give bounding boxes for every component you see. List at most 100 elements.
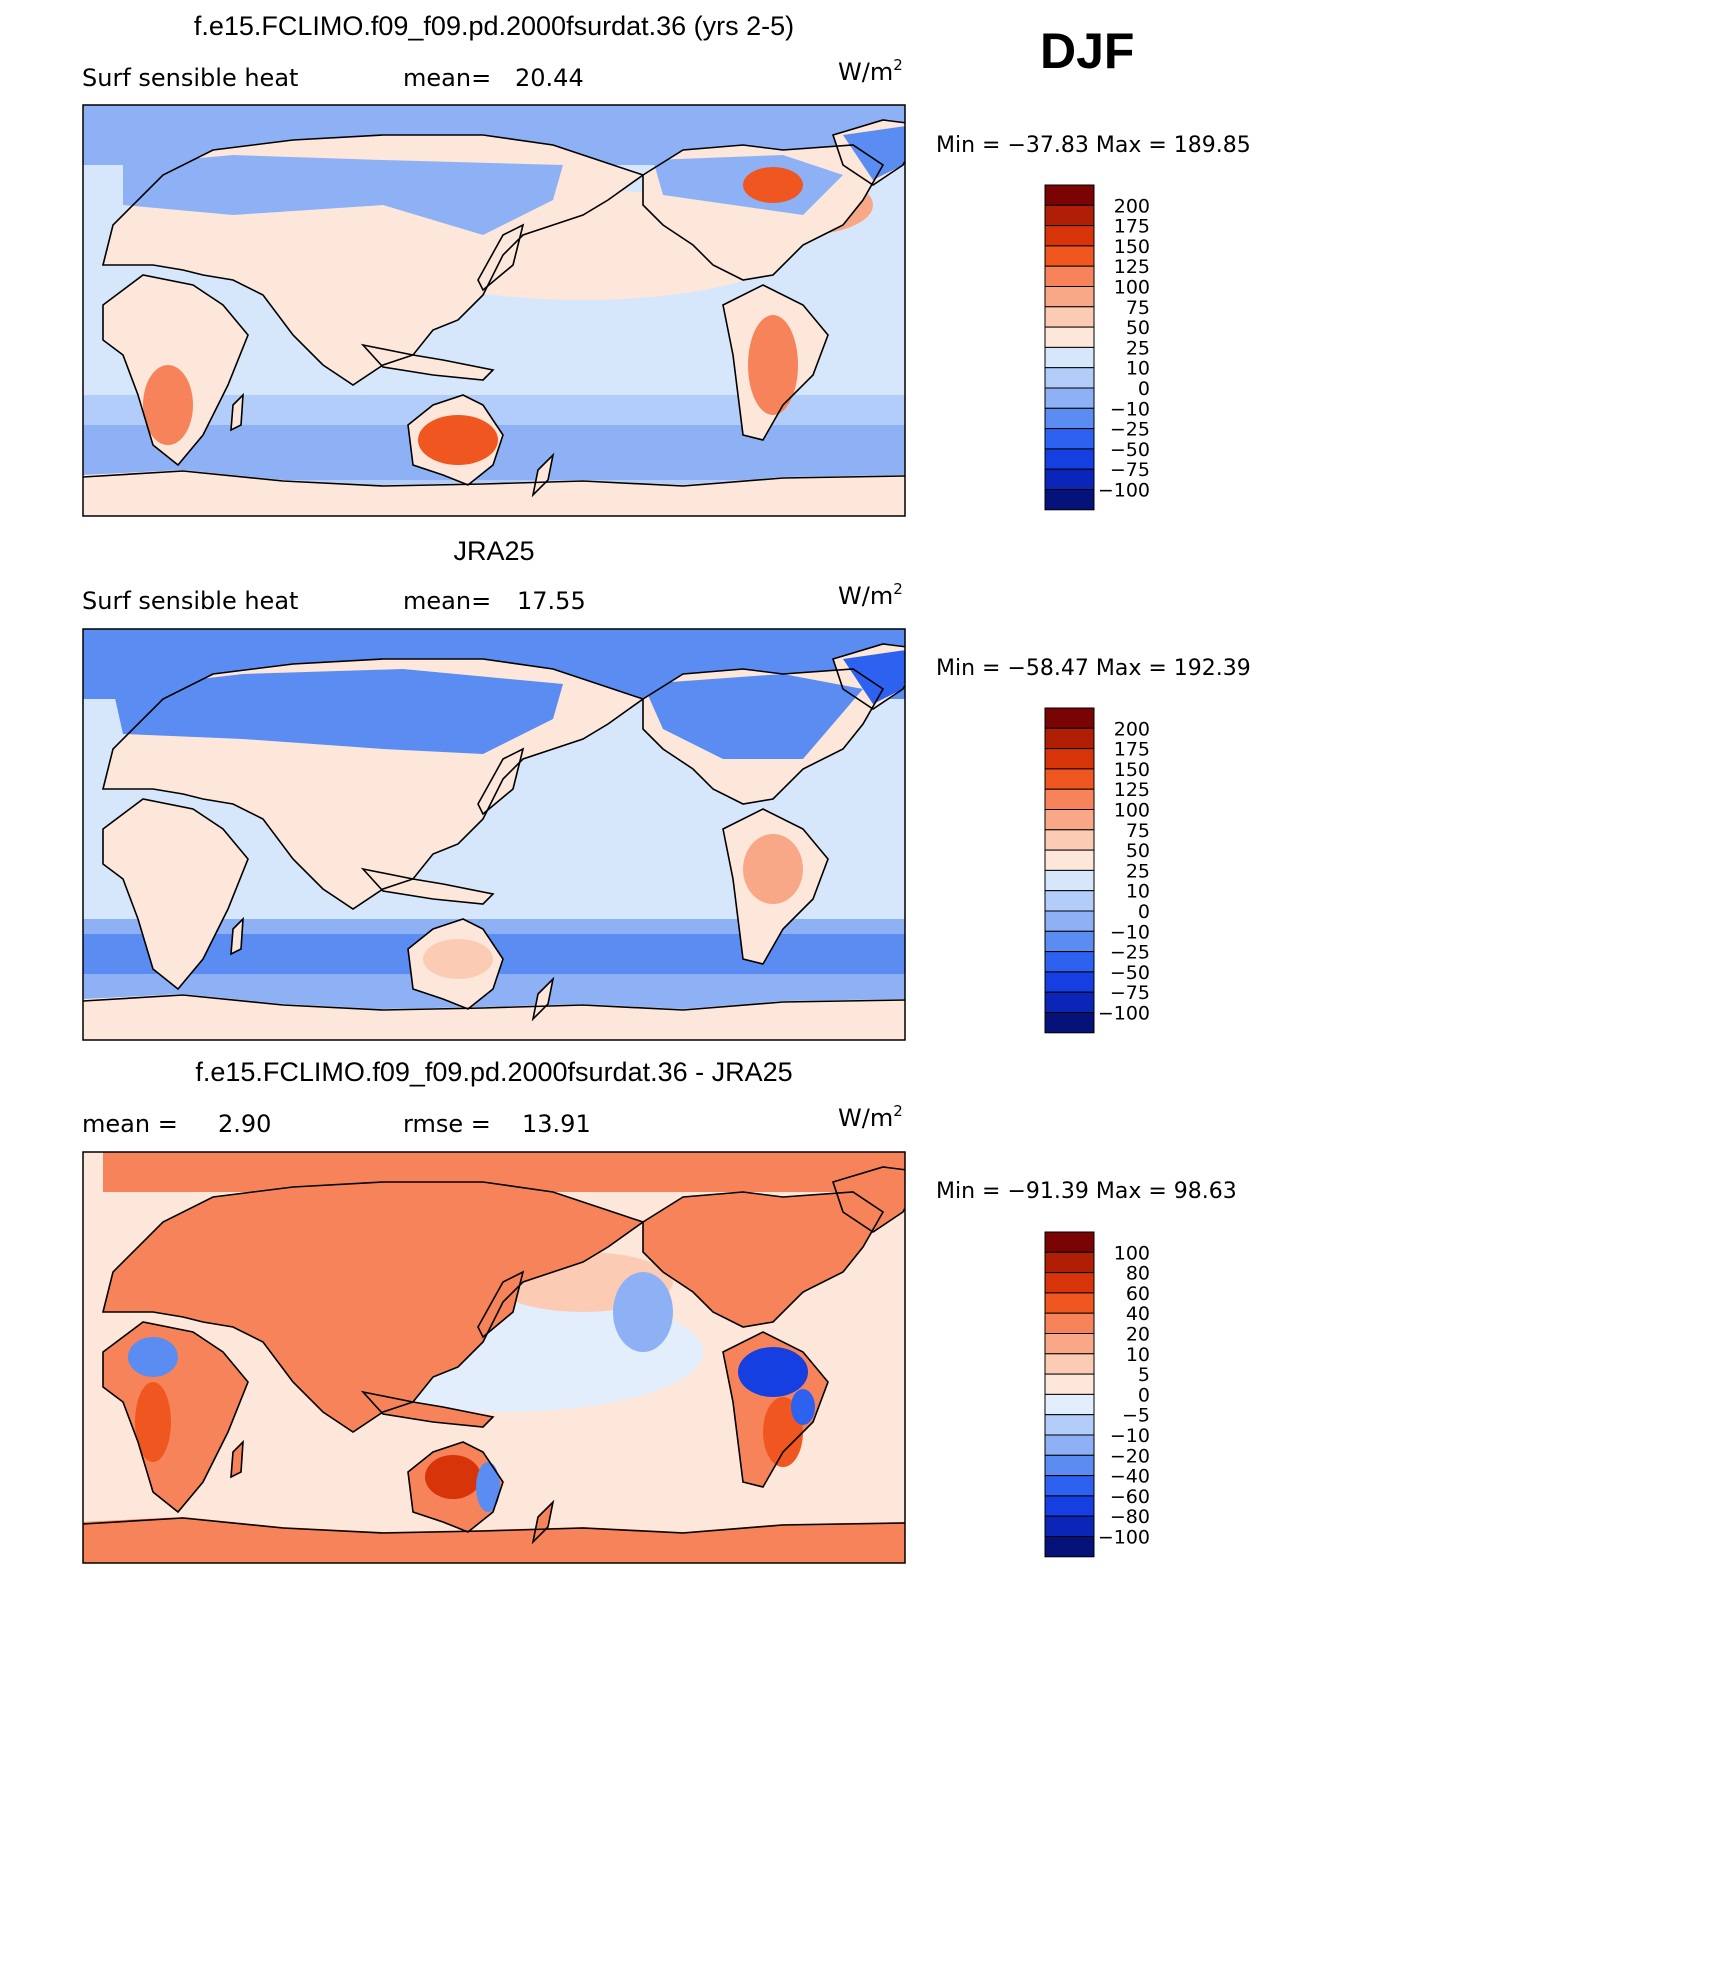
land-field — [135, 1382, 171, 1462]
colorbar-tick-label: −50 — [1110, 962, 1150, 984]
colorbar-tick-label: 0 — [1138, 378, 1150, 400]
colorbar-tick-label: 100 — [1114, 1242, 1150, 1264]
colorbar-swatch — [1044, 184, 1095, 206]
land-field — [743, 167, 803, 203]
land-field — [113, 669, 563, 754]
colorbar-tick-label: 75 — [1126, 820, 1150, 842]
colorbar-tick-label: −5 — [1122, 1405, 1150, 1427]
colorbar-swatch — [1044, 707, 1095, 729]
map-panel — [82, 104, 906, 517]
colorbar-swatch — [1044, 809, 1095, 831]
colorbar-swatch — [1044, 428, 1095, 450]
panel-model: f.e15.FCLIMO.f09_f09.pd.2000fsurdat.36 (… — [82, 11, 1251, 517]
colorbar-tick-label: −100 — [1098, 1527, 1150, 1549]
colorbar-tick-label: 40 — [1126, 1303, 1150, 1325]
colorbar-swatch — [1044, 407, 1095, 430]
land-field — [423, 939, 493, 979]
min-max-label: Min = −37.83 Max = 189.85 — [936, 133, 1251, 158]
colorbar-tick-label: −10 — [1110, 398, 1150, 420]
land-field — [103, 1152, 905, 1192]
colorbar-swatch — [1044, 204, 1095, 227]
rmse-label: rmse = — [403, 1110, 491, 1138]
colorbar-swatch — [1044, 1292, 1095, 1314]
colorbar-swatch — [1044, 971, 1095, 993]
panel-observation: JRA25 Surf sensible heat mean= 17.55 W/m… — [82, 536, 1251, 1041]
colorbar-tick-label: −100 — [1098, 1003, 1150, 1025]
colorbar-tick-label: 25 — [1126, 337, 1150, 359]
mean-value: 2.90 — [218, 1110, 271, 1138]
variable-label: Surf sensible heat — [82, 587, 298, 615]
land-field — [643, 674, 863, 759]
rmse-value: 13.91 — [522, 1110, 591, 1138]
colorbar-swatch — [1044, 748, 1095, 770]
panel-title: JRA25 — [453, 536, 534, 566]
colorbar-swatch — [1044, 286, 1095, 308]
units-label: W/m2 — [838, 580, 903, 610]
ocean-field — [613, 1272, 673, 1352]
colorbar-swatch — [1044, 1373, 1095, 1395]
colorbar-tick-label: −80 — [1110, 1506, 1150, 1528]
colorbar-tick-label: −10 — [1110, 921, 1150, 943]
season-label: DJF — [1040, 23, 1134, 79]
land-field — [425, 1455, 481, 1499]
colorbar-swatch — [1044, 468, 1095, 491]
panel-difference: f.e15.FCLIMO.f09_f09.pd.2000fsurdat.36 -… — [82, 1057, 1237, 1564]
colorbar-swatch — [1044, 788, 1095, 811]
colorbar-swatch — [1044, 265, 1095, 288]
land-field — [128, 1337, 178, 1377]
map-frame — [82, 628, 906, 1041]
colorbar-swatch — [1044, 448, 1095, 470]
colorbar-swatch — [1044, 869, 1095, 892]
colorbar-swatch — [1044, 930, 1095, 953]
units-label: W/m2 — [838, 1102, 903, 1132]
colorbar-swatch — [1044, 1333, 1095, 1355]
colorbar-tick-label: 200 — [1114, 195, 1150, 217]
colorbar-swatch — [1044, 849, 1095, 871]
colorbar-swatch — [1044, 1536, 1095, 1558]
colorbar-tick-label: −10 — [1110, 1425, 1150, 1447]
colorbar-swatch — [1044, 1434, 1095, 1456]
colorbar-tick-label: 100 — [1114, 800, 1150, 822]
colorbar-tick-label: 10 — [1126, 1344, 1150, 1366]
colorbar-tick-label: 150 — [1114, 236, 1150, 258]
colorbar-tick-label: 200 — [1114, 718, 1150, 740]
colorbar-swatch — [1044, 829, 1095, 851]
colorbar-tick-label: 80 — [1126, 1263, 1150, 1285]
colorbar-tick-label: −75 — [1110, 459, 1150, 481]
map-panel — [82, 1151, 906, 1564]
variable-label: Surf sensible heat — [82, 64, 298, 92]
colorbar-tick-label: 0 — [1138, 901, 1150, 923]
colorbar-tick-label: 175 — [1114, 216, 1150, 238]
colorbar-swatch — [1044, 1515, 1095, 1537]
land-field — [791, 1389, 815, 1425]
land-field — [748, 315, 798, 415]
colorbar-tick-label: 175 — [1114, 739, 1150, 761]
colorbar-swatch — [1044, 1414, 1095, 1436]
mean-label: mean = — [82, 1110, 178, 1138]
land-field — [743, 834, 803, 904]
colorbar-tick-label: −40 — [1110, 1466, 1150, 1488]
colorbar-swatch — [1044, 306, 1095, 328]
land-field — [418, 415, 498, 465]
colorbar-swatch — [1044, 326, 1095, 348]
colorbar-tick-label: 5 — [1138, 1364, 1150, 1386]
land-field — [843, 650, 905, 704]
colorbar-swatch — [1044, 1393, 1095, 1416]
colorbar-tick-label: 50 — [1126, 840, 1150, 862]
mean-value: 20.44 — [515, 64, 584, 92]
colorbar-swatch — [1044, 225, 1095, 247]
colorbar-swatch — [1044, 1312, 1095, 1334]
colorbar-swatch — [1044, 387, 1095, 409]
colorbar-tick-label: 125 — [1114, 256, 1150, 278]
colorbar-tick-label: 50 — [1126, 317, 1150, 339]
colorbar-swatch — [1044, 890, 1095, 912]
colorbar-tick-label: 10 — [1126, 881, 1150, 903]
colorbar-tick-label: 60 — [1126, 1283, 1150, 1305]
colorbar-tick-label: 0 — [1138, 1384, 1150, 1406]
colorbar-tick-label: −60 — [1110, 1486, 1150, 1508]
colorbar-swatch — [1044, 1251, 1095, 1274]
colorbar-swatch — [1044, 1231, 1095, 1253]
